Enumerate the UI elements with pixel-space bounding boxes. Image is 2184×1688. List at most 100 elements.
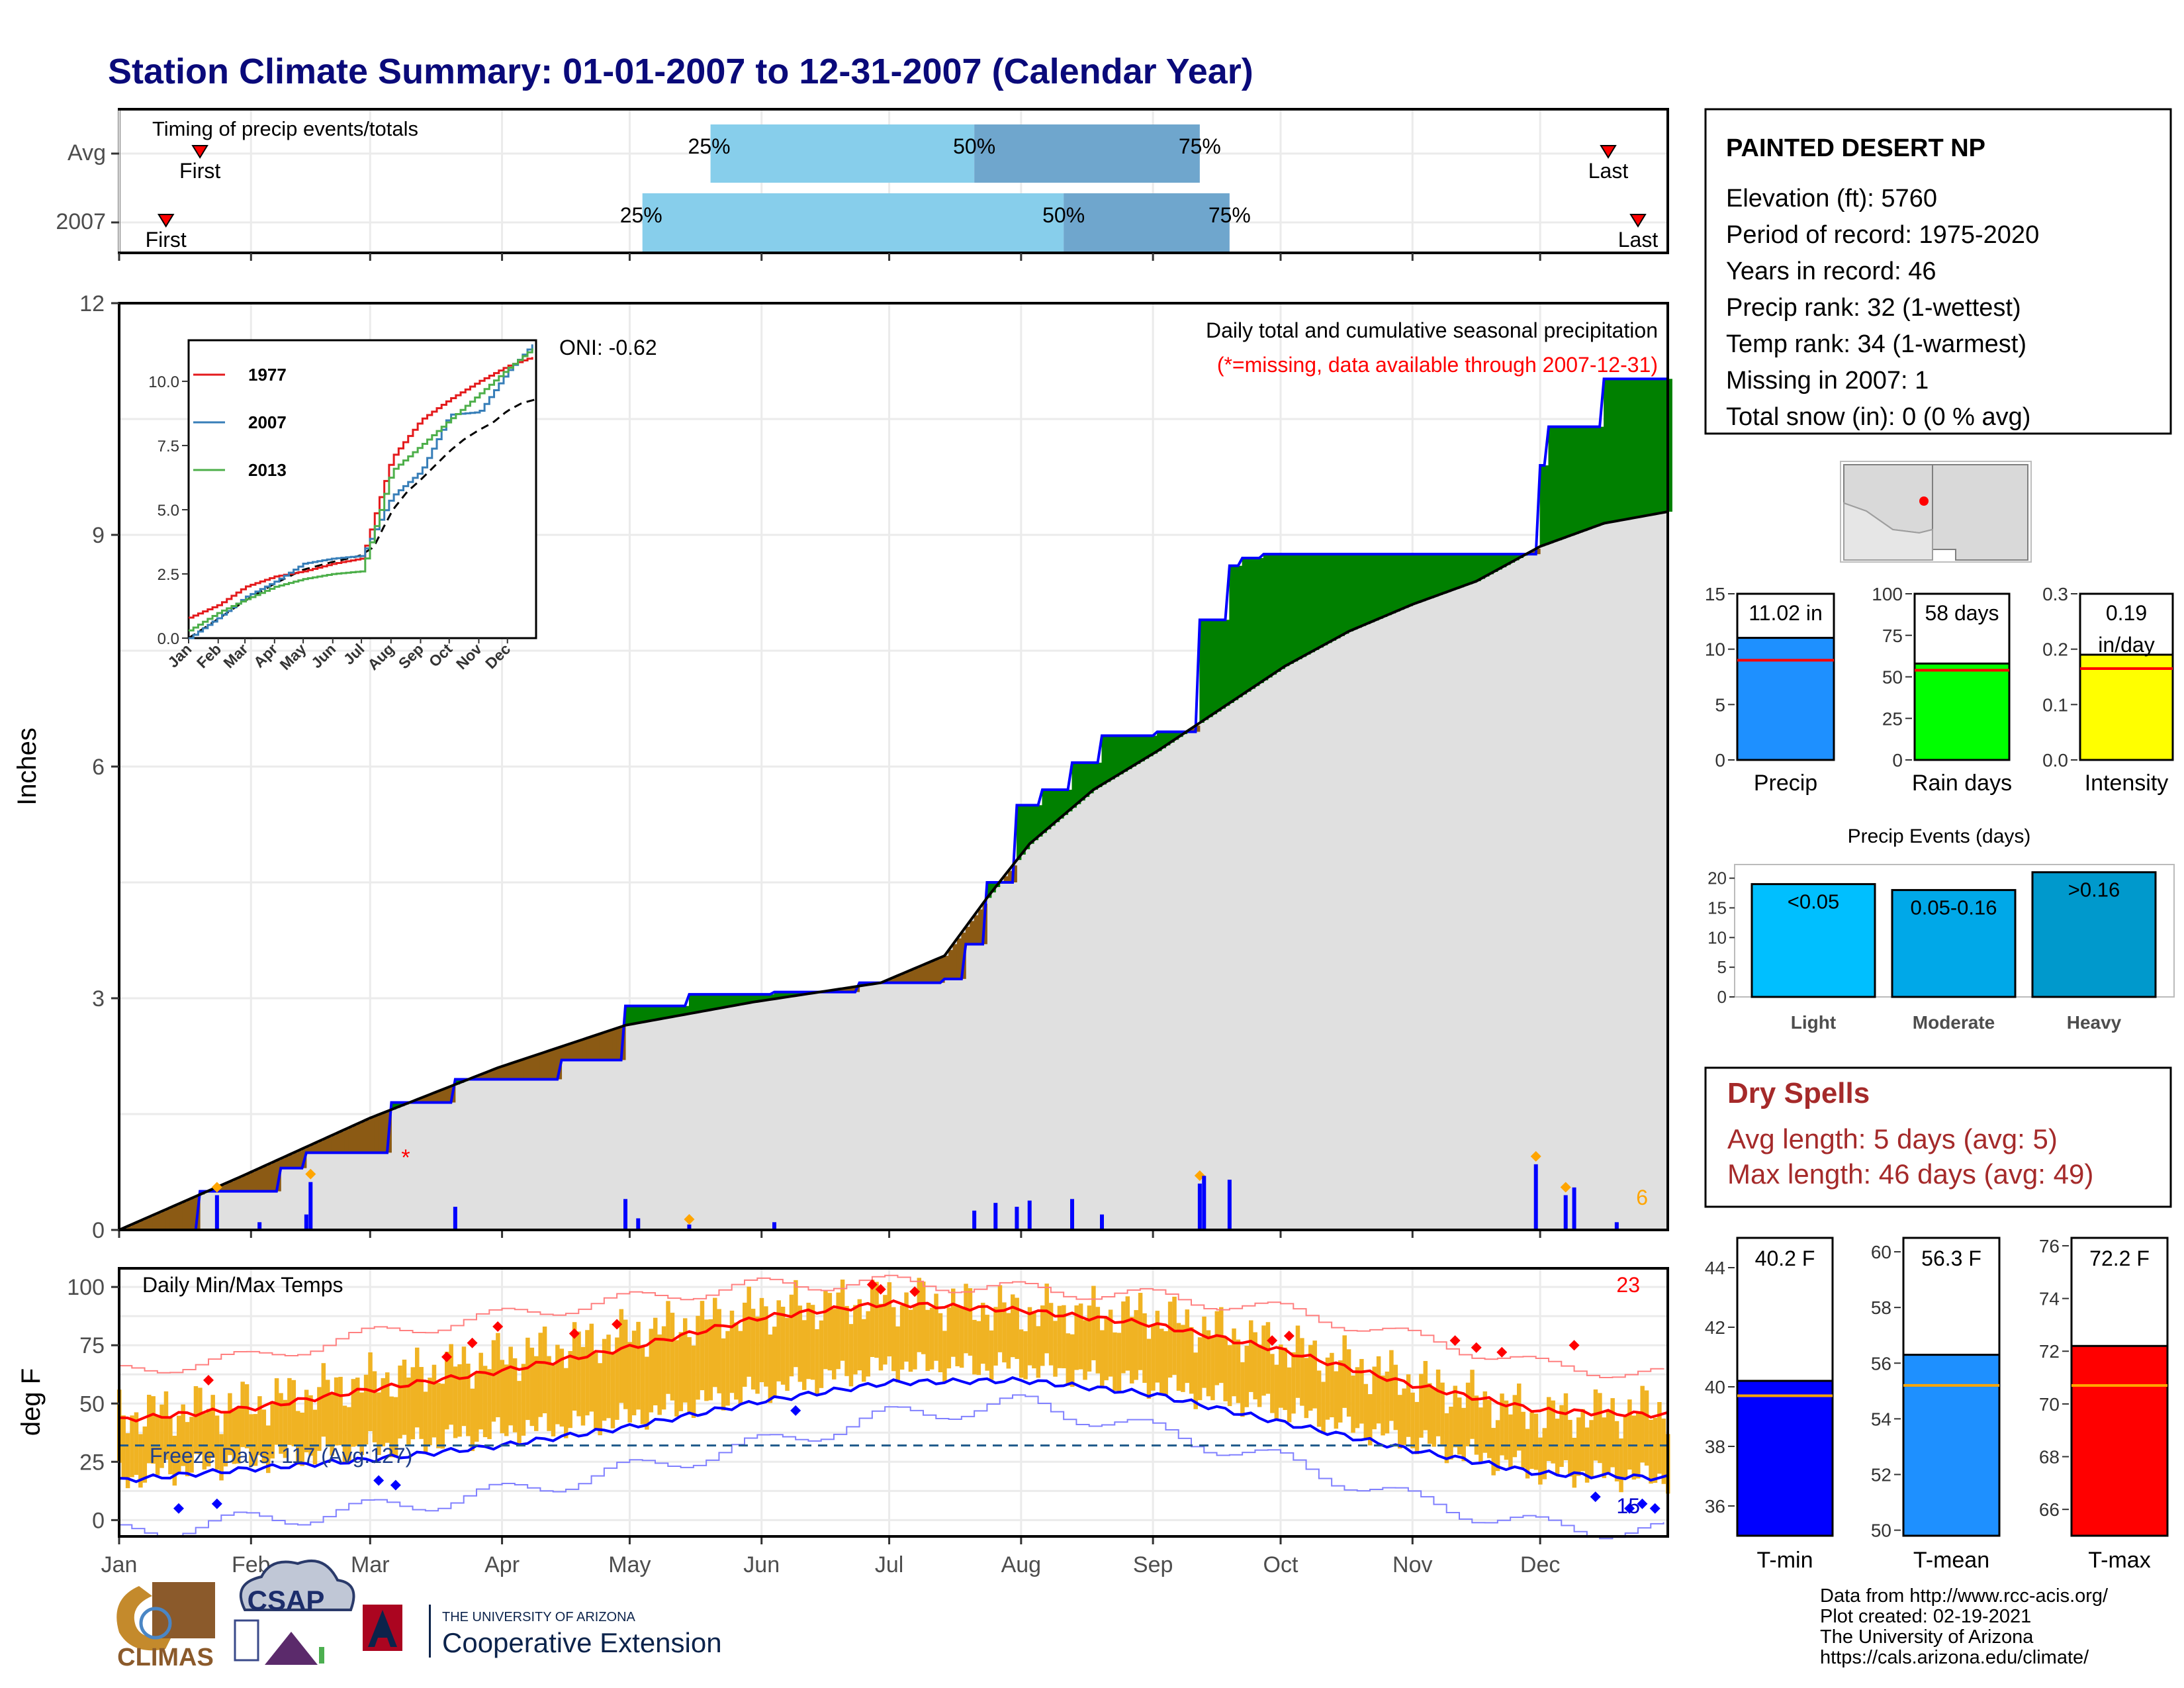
daily-temp-bar: [478, 1352, 483, 1430]
station-details: Elevation (ft): 5760 Period of record: 19…: [1726, 185, 2039, 431]
temp-y-tick-label: 25: [79, 1450, 105, 1475]
daily-temp-bar: [1167, 1301, 1173, 1378]
above-average-area: [991, 882, 996, 893]
daily-temp-bar: [555, 1344, 560, 1425]
daily-temp-bar: [610, 1351, 615, 1429]
above-average-area: [761, 994, 766, 1001]
above-average-area: [1544, 465, 1549, 545]
above-average-area: [1437, 554, 1443, 595]
above-average-area: [1399, 554, 1404, 610]
daily-temp-bar: [257, 1396, 262, 1456]
above-average-area: [693, 994, 698, 1013]
daily-temp-bar: [359, 1392, 364, 1456]
daily-temp-bar: [402, 1359, 407, 1435]
station-detail-line: Total snow (in): 0 (0 % avg): [1726, 403, 2030, 431]
daily-temp-bar: [1312, 1340, 1317, 1409]
station-detail-line: Elevation (ft): 5760: [1726, 185, 1937, 212]
daily-temp-bar: [398, 1365, 402, 1439]
daily-temp-bar: [615, 1337, 619, 1420]
daily-temp-bar: [159, 1404, 164, 1468]
daily-temp-bar: [1011, 1294, 1015, 1358]
daily-temp-bar: [219, 1434, 224, 1481]
temp-bar-y-tick-label: 60: [1871, 1242, 1891, 1262]
daily-temp-bar: [326, 1380, 330, 1447]
station-detail-line: Missing in 2007: 1: [1726, 367, 1929, 395]
daily-temp-bar: [1525, 1429, 1530, 1479]
above-average-area: [1497, 554, 1502, 570]
above-average-area: [1042, 790, 1047, 833]
cold-days-count: 15: [1616, 1494, 1640, 1518]
daily-temp-bar: [653, 1317, 658, 1405]
daily-temp-bar: [1048, 1303, 1054, 1366]
above-average-area: [1633, 379, 1639, 518]
below-average-area: [970, 921, 975, 945]
daily-temp-bar: [279, 1393, 283, 1454]
above-average-area: [1352, 554, 1358, 630]
below-average-area: [165, 1209, 171, 1230]
below-average-area: [225, 1183, 230, 1192]
below-average-area: [169, 1207, 175, 1230]
below-average-area: [893, 977, 898, 983]
above-average-area: [1539, 465, 1545, 547]
daily-temp-bar: [1062, 1305, 1066, 1369]
daily-temp-bar: [981, 1302, 985, 1364]
above-average-area: [774, 992, 779, 999]
below-average-area: [340, 1131, 345, 1153]
daily-temp-bar: [287, 1378, 292, 1445]
below-average-area: [497, 1068, 503, 1080]
above-average-area: [1038, 805, 1043, 837]
above-average-area: [684, 1006, 690, 1015]
above-average-area: [1582, 426, 1588, 532]
below-average-area: [484, 1072, 490, 1080]
above-average-area: [1616, 379, 1621, 521]
below-average-area: [905, 972, 911, 983]
daily-temp-bar: [921, 1282, 926, 1354]
below-average-area: [565, 1045, 570, 1060]
above-average-area: [1297, 554, 1302, 659]
daily-temp-bar: [121, 1415, 126, 1478]
above-average-area: [1446, 554, 1451, 592]
above-average-area: [1595, 426, 1600, 527]
daily-temp-bar: [1015, 1297, 1019, 1359]
mini-bar-y-tick-label: 10: [1705, 639, 1725, 660]
below-average-area: [548, 1051, 554, 1080]
below-average-area: [191, 1198, 197, 1230]
above-average-area: [1289, 554, 1294, 664]
below-average-area: [978, 909, 983, 945]
below-average-area: [357, 1123, 362, 1153]
daily-temp-bar: [780, 1307, 786, 1385]
daily-temp-bar: [1040, 1305, 1045, 1366]
mini-bar-value: [1913, 662, 2011, 761]
below-average-area: [586, 1038, 592, 1060]
record-high-marker-icon: [1283, 1331, 1295, 1342]
above-average-area: [770, 994, 775, 1000]
daily-temp-bar: [1423, 1360, 1428, 1430]
events-category-label: Heavy: [2067, 1012, 2122, 1033]
daily-temp-bar: [797, 1305, 803, 1382]
daily-temp-bar: [645, 1356, 649, 1430]
temp-bar-value-label: 40.2 F: [1755, 1246, 1815, 1270]
daily-temp-bar: [151, 1396, 156, 1464]
daily-temp-bar: [432, 1364, 437, 1438]
daily-precip-bar: [304, 1214, 308, 1230]
daily-temp-bar: [1214, 1311, 1220, 1385]
daily-temp-bar: [815, 1329, 819, 1394]
last-event-marker-icon: [1629, 214, 1647, 228]
above-average-area: [1101, 735, 1107, 785]
daily-temp-bar: [1087, 1305, 1092, 1372]
climas-swirl-icon: [116, 1586, 172, 1651]
above-average-area: [1369, 554, 1375, 623]
inset-y-tick-label: 2.5: [158, 566, 179, 584]
below-average-area: [271, 1162, 277, 1192]
daily-temp-bar: [929, 1307, 934, 1370]
daily-temp-bar: [1095, 1307, 1101, 1374]
daily-temp-bar: [147, 1395, 152, 1464]
daily-temp-bar: [1414, 1401, 1420, 1454]
below-average-area: [220, 1185, 226, 1192]
daily-temp-bar: [508, 1346, 513, 1426]
mini-bar-y-tick-label: 0.3: [2042, 584, 2068, 604]
daily-temp-bar: [946, 1307, 952, 1369]
record-high-marker-icon: [467, 1337, 478, 1348]
daily-temp-bar: [1563, 1393, 1569, 1460]
